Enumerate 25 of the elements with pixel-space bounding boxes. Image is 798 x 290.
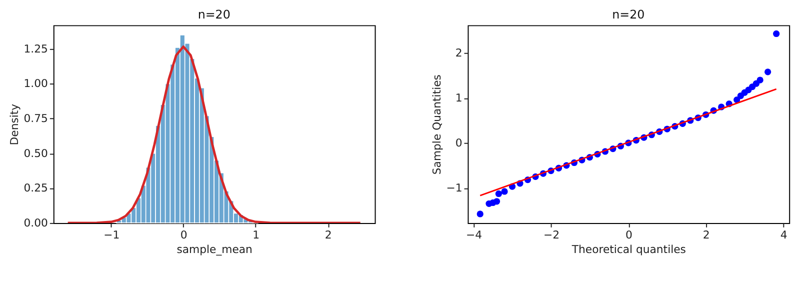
- y-tick-label: 0.50: [24, 146, 48, 160]
- x-tick-label: 1: [252, 228, 260, 242]
- x-axis-title: sample_mean: [176, 243, 252, 256]
- y-tick-label: 1: [455, 91, 462, 104]
- y-tick-label: 2: [455, 46, 462, 60]
- x-axis-title: Theoretical quantiles: [570, 243, 686, 256]
- y-axis-title: Sample Quantities: [430, 74, 444, 175]
- y-tick-label: 1.00: [24, 77, 48, 90]
- y-tick-label: 1.25: [24, 42, 48, 56]
- y-tick-label: 0.75: [24, 112, 48, 125]
- y-axis-title: Density: [8, 103, 21, 146]
- x-tick-label: 2: [324, 228, 332, 242]
- x-tick-label: 4: [780, 228, 788, 242]
- x-tick-label: 2: [702, 228, 710, 242]
- x-tick-label: 0: [625, 228, 632, 242]
- y-tick-label: 0: [455, 136, 462, 150]
- y-tick-label: 0.25: [24, 182, 48, 195]
- x-tick-label: 0: [180, 228, 188, 242]
- x-tick-label: −2: [543, 228, 560, 242]
- y-tick-label: −1: [446, 181, 462, 194]
- y-tick-label: 0.00: [24, 216, 48, 230]
- x-tick-label: −1: [104, 228, 120, 242]
- chart-title: n=20: [612, 7, 645, 22]
- x-tick-label: −4: [466, 228, 482, 242]
- chart-title: n=20: [198, 7, 230, 22]
